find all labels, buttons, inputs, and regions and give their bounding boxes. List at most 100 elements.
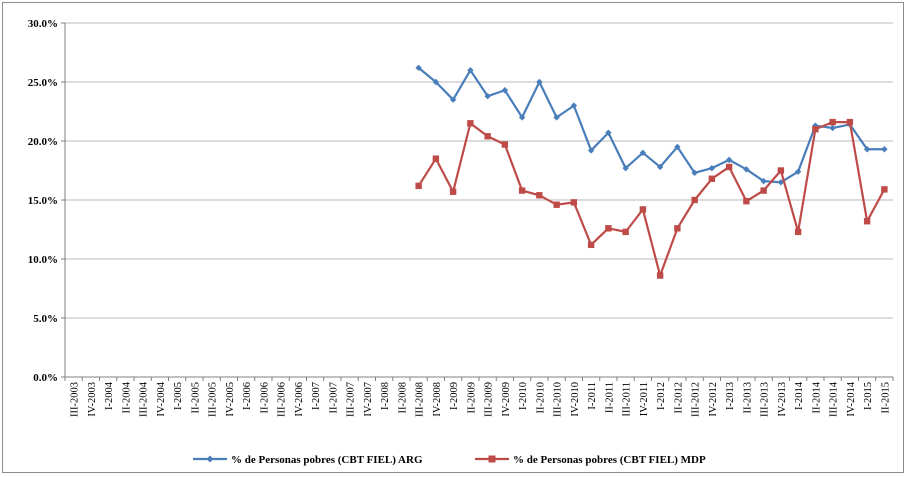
x-tick-label: III-2010 [553, 382, 564, 417]
data-point [536, 78, 543, 86]
line-chart: 0.0% 5.0% 10.0% 15.0% 20.0% 25.0% 30.0% III-20… [28, 18, 894, 466]
y-tick-label: 30.0% [28, 18, 58, 30]
data-point [656, 163, 664, 171]
data-point [674, 225, 681, 232]
data-point [484, 133, 491, 140]
data-point [536, 192, 543, 199]
data-point [467, 67, 474, 74]
series-mdp [415, 118, 888, 279]
data-point [432, 78, 440, 86]
x-tick-label: III-2011 [622, 382, 633, 417]
data-point [415, 182, 422, 190]
x-tick-label: II-2006 [259, 382, 270, 414]
data-point [622, 164, 629, 172]
data-point [622, 228, 629, 236]
x-tick-label: II-2012 [673, 382, 684, 414]
data-point [518, 187, 526, 194]
data-point [743, 197, 750, 205]
x-tick-label: II-2004 [121, 381, 132, 413]
data-point [691, 169, 698, 177]
legend-item-arg: % de Personas pobres (CBT FIEL) ARG [193, 454, 423, 466]
data-point [432, 155, 440, 162]
data-point [863, 146, 871, 153]
data-point [794, 228, 802, 236]
data-point [777, 179, 785, 186]
data-point [812, 126, 819, 133]
data-point [467, 120, 474, 127]
data-point [777, 167, 785, 174]
x-tick-label: I-2014 [794, 381, 805, 410]
legend-label: % de Personas pobres (CBT FIEL) MDP [513, 454, 706, 466]
x-axis-ticks: III-2003 IV-2003 I-2004 II-2004 III-2004 IV-2… [64, 377, 894, 417]
data-point [501, 141, 509, 148]
data-point [587, 147, 595, 154]
data-point [829, 124, 836, 132]
data-point [794, 168, 802, 175]
series-layer [415, 64, 888, 279]
legend: % de Personas pobres (CBT FIEL) ARG % de … [193, 454, 706, 466]
y-tick-label: 5.0% [33, 313, 58, 325]
x-tick-label: II-2008 [397, 382, 408, 414]
legend-marker [488, 455, 496, 463]
data-point [518, 114, 526, 121]
x-tick-label: III-2014 [829, 381, 840, 417]
y-axis-ticks: 0.0% 5.0% 10.0% 15.0% 20.0% 25.0% 30.0% [28, 18, 65, 384]
y-tick-label: 25.0% [28, 77, 58, 89]
x-tick-label: II-2011 [604, 382, 615, 413]
data-point [605, 129, 612, 136]
x-tick-label: I-2006 [242, 382, 253, 410]
data-point [674, 143, 681, 151]
x-tick-label: I-2010 [518, 382, 529, 410]
x-tick-label: I-2005 [173, 382, 184, 410]
data-point [725, 156, 733, 164]
x-tick-label: IV-2006 [294, 382, 305, 417]
x-tick-label: I-2015 [863, 382, 874, 410]
data-point [691, 196, 698, 204]
x-tick-label: IV-2008 [432, 382, 443, 417]
x-tick-label: IV-2013 [777, 382, 788, 417]
x-tick-label: II-2015 [880, 382, 891, 414]
data-point [881, 146, 888, 153]
data-point [725, 163, 733, 171]
data-point [639, 149, 647, 156]
series-line [417, 121, 886, 277]
x-tick-label: IV-2009 [501, 382, 512, 417]
x-tick-label: I-2007 [311, 382, 322, 410]
x-tick-label: II-2009 [466, 382, 477, 414]
data-point [415, 64, 422, 72]
data-point [708, 175, 716, 182]
x-tick-label: IV-2012 [708, 382, 719, 417]
x-tick-label: IV-2010 [570, 382, 581, 417]
data-point [760, 177, 767, 185]
x-tick-label: III-2006 [277, 382, 288, 417]
x-tick-label: IV-2011 [639, 382, 650, 416]
x-tick-label: IV-2014 [846, 381, 857, 416]
x-tick-label: III-2003 [70, 382, 81, 417]
x-tick-label: III-2005 [208, 382, 219, 417]
data-point [553, 201, 560, 208]
data-point [570, 102, 578, 109]
y-tick-label: 10.0% [28, 254, 58, 266]
x-tick-label: III-2008 [415, 382, 426, 417]
data-point [553, 114, 560, 121]
x-tick-label: IV-2007 [363, 382, 374, 417]
data-point [846, 118, 854, 126]
y-tick-label: 20.0% [28, 136, 58, 148]
data-point [449, 96, 457, 103]
data-point [639, 206, 647, 213]
data-point [881, 186, 888, 193]
x-tick-label: III-2013 [760, 382, 771, 417]
x-tick-label: II-2010 [535, 382, 546, 414]
x-tick-label: II-2005 [190, 382, 201, 414]
data-point [743, 166, 750, 173]
data-point [484, 92, 491, 100]
x-tick-label: I-2008 [380, 382, 391, 410]
data-point [570, 199, 578, 206]
x-tick-label: II-2007 [328, 382, 339, 414]
x-tick-label: I-2009 [449, 382, 460, 410]
x-tick-label: III-2004 [139, 381, 150, 417]
data-point [501, 87, 509, 94]
x-tick-label: IV-2003 [87, 382, 98, 417]
x-tick-label: I-2011 [587, 382, 598, 410]
